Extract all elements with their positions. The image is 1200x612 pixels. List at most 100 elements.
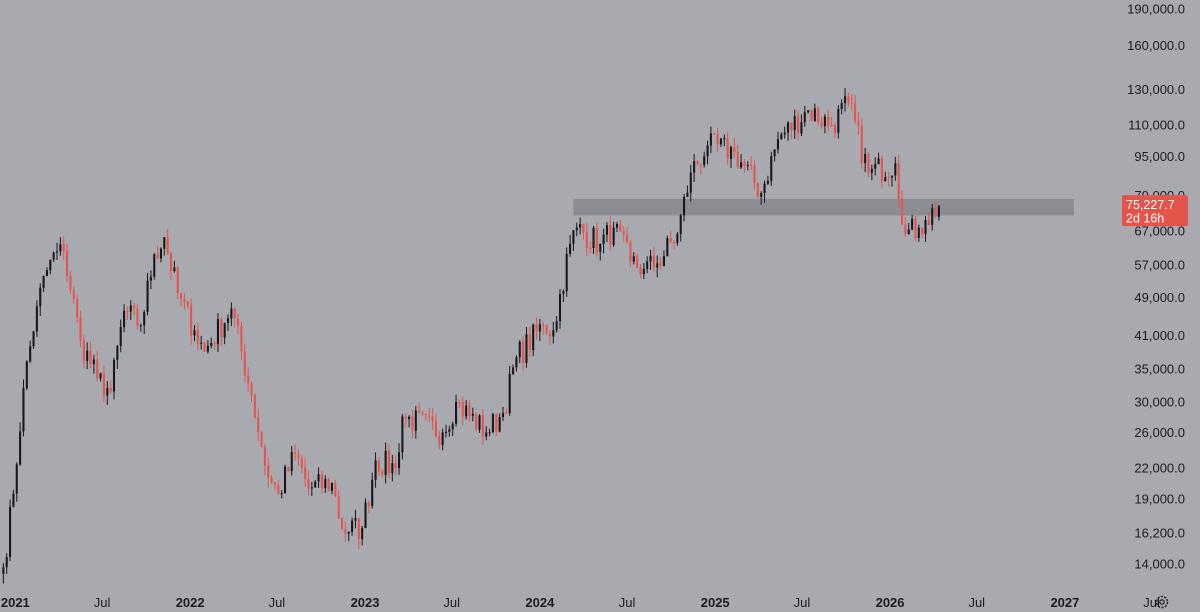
- y-axis[interactable]: 14,000.0 16,200.0 19,000.0 22,000.0 26,000.0…: [1127, 1, 1185, 571]
- candle-body: [210, 343, 213, 346]
- candle: [176, 266, 179, 300]
- candle: [716, 128, 719, 152]
- x-tick-label: 2023: [351, 595, 380, 610]
- candle-series: [2, 88, 940, 584]
- candle: [491, 412, 494, 434]
- candle-body: [629, 242, 632, 262]
- candle: [159, 247, 162, 263]
- candle-body: [686, 192, 689, 197]
- candle: [887, 171, 890, 187]
- candle: [773, 149, 776, 162]
- candle-body: [538, 324, 541, 332]
- candle: [230, 302, 233, 327]
- candle: [897, 155, 900, 208]
- candle-body: [237, 318, 240, 326]
- candle: [595, 222, 598, 257]
- candle-body: [572, 230, 575, 244]
- candle-body: [471, 413, 474, 416]
- candle-body: [890, 175, 894, 178]
- candle: [444, 424, 448, 438]
- candle-body: [786, 122, 790, 133]
- chart-settings-gear-icon[interactable]: [1155, 595, 1169, 609]
- candle: [330, 482, 334, 495]
- candle: [163, 237, 166, 256]
- candle: [2, 562, 5, 584]
- candle: [381, 468, 384, 478]
- candle: [186, 300, 189, 309]
- candle-body: [270, 477, 273, 483]
- candle-body: [689, 172, 692, 193]
- candle-body: [679, 215, 682, 234]
- candle: [116, 345, 119, 369]
- candle: [19, 422, 22, 466]
- candle-body: [555, 321, 558, 331]
- candle: [62, 236, 65, 261]
- candle-body: [186, 301, 189, 306]
- candle-body: [860, 125, 863, 164]
- candle: [850, 94, 853, 111]
- candle-body: [183, 298, 186, 302]
- candle-body: [481, 415, 484, 437]
- candle: [636, 253, 639, 269]
- candle-body: [12, 493, 15, 507]
- candle: [602, 228, 605, 254]
- candle-body: [143, 312, 146, 326]
- candle-body: [810, 110, 813, 121]
- candle-body: [112, 359, 116, 392]
- candle-body: [337, 496, 340, 519]
- candle-body: [636, 256, 639, 268]
- candle: [512, 364, 515, 376]
- y-tick-label: 41,000.0: [1134, 328, 1185, 343]
- candle: [750, 155, 753, 170]
- candle-body: [736, 151, 739, 168]
- candle-body: [592, 227, 595, 248]
- x-axis[interactable]: 2021 Jul 2022 Jul 2023 Jul 2024 Jul 2025 Jul 2026 J…: [1, 595, 1160, 610]
- candle-body: [180, 293, 183, 299]
- candle-body: [639, 267, 642, 275]
- candle-body: [32, 331, 35, 347]
- candle-body: [877, 158, 880, 165]
- candle: [760, 191, 763, 205]
- x-tick-label: Jul: [269, 595, 286, 610]
- candle-body: [213, 343, 216, 345]
- candle-body: [733, 147, 736, 152]
- candle-body: [444, 431, 448, 433]
- candle-body: [800, 122, 803, 134]
- gear-icon-outline: [1155, 595, 1169, 609]
- candle-body: [746, 165, 749, 167]
- candle-body: [857, 121, 860, 126]
- candle: [649, 249, 652, 271]
- candle: [864, 147, 867, 172]
- y-tick-label: 95,000.0: [1134, 149, 1185, 164]
- candle: [723, 134, 726, 147]
- candle-body: [843, 96, 847, 104]
- y-tick-label: 190,000.0: [1127, 1, 1185, 16]
- gear-icon-hub: [1159, 599, 1165, 605]
- candle-body: [126, 310, 129, 312]
- candle-body: [669, 238, 672, 243]
- candle-body: [287, 466, 290, 471]
- candle: [615, 221, 619, 232]
- candle-body: [42, 276, 45, 288]
- candle-body: [216, 319, 220, 345]
- candle-body: [589, 247, 592, 249]
- y-tick-label: 16,200.0: [1134, 526, 1185, 541]
- candle: [431, 408, 434, 430]
- candle-body: [693, 161, 696, 173]
- candle-body: [756, 183, 759, 197]
- candle-body: [203, 342, 206, 352]
- candle: [300, 455, 303, 474]
- candle: [703, 151, 706, 168]
- candle: [428, 407, 431, 423]
- candle-body: [468, 405, 471, 416]
- candle: [196, 322, 199, 351]
- candle: [679, 213, 682, 242]
- candle: [666, 235, 669, 257]
- candle-body: [937, 206, 940, 217]
- candle: [86, 342, 89, 370]
- candle: [810, 109, 813, 122]
- candle: [59, 237, 62, 256]
- x-tick-label: 2022: [176, 595, 205, 610]
- candle-body: [501, 412, 505, 418]
